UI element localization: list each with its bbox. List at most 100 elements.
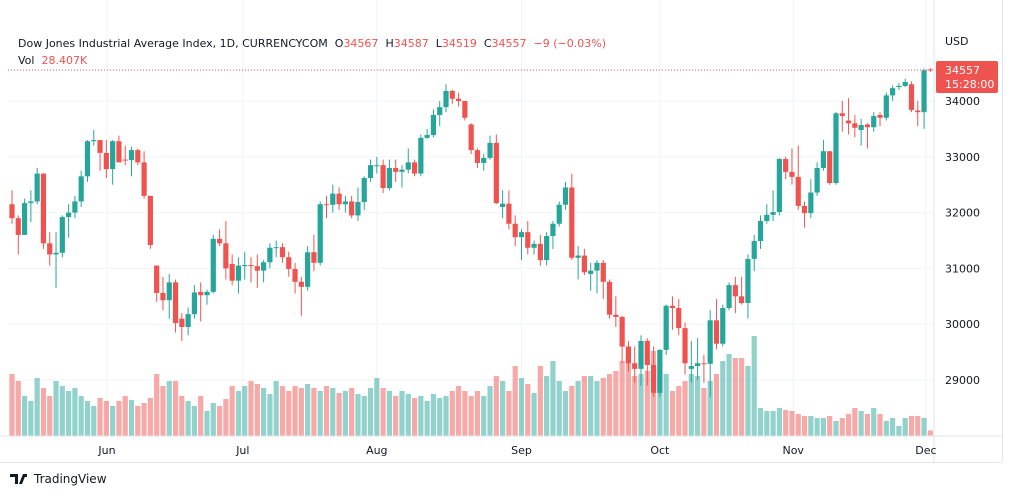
candle [116,135,122,163]
volume-bar [229,386,235,436]
candle [556,201,562,227]
candle [179,313,185,341]
volume-bar [896,426,902,436]
candle-body [808,192,814,214]
symbol-title[interactable]: Dow Jones Industrial Average Index, 1D, … [18,37,328,50]
candle-body [764,214,770,221]
candle [191,285,198,319]
volume-bar [638,374,644,436]
candle [443,84,449,113]
volume-bar [493,376,499,436]
volume-bar [298,388,304,436]
time-tick-label: Jul [235,444,249,457]
candle-body [783,159,789,172]
volume-bar [531,393,537,436]
candle-body [28,201,34,204]
tradingview-logo[interactable]: TradingView [10,472,107,486]
candle [305,246,311,291]
candle-body [210,238,216,292]
volume-bar [537,366,543,436]
candle [147,195,153,249]
candle [927,68,933,73]
candle [78,170,84,208]
candle [254,254,260,288]
candle-body [84,141,91,177]
candle [386,159,392,191]
volume-bar [91,406,97,436]
volume-bar [845,414,852,436]
candle-body [185,314,191,327]
volume-bar [632,376,638,436]
chart-legend: Dow Jones Industrial Average Index, 1D, … [18,35,606,69]
volume-bar [28,401,34,436]
candle-body [902,82,908,86]
candle [279,243,286,263]
candle [342,195,348,213]
candle-body [53,252,59,255]
candle [669,296,676,330]
candle [267,243,273,269]
volume-label[interactable]: Vol [18,54,35,67]
candle-body [279,247,286,258]
volume-bar [751,336,757,436]
volume-bar [191,406,198,436]
volume-bar [405,394,411,436]
candle-body [267,247,273,263]
tradingview-logo-icon [10,474,27,484]
candle-body [713,320,720,344]
volume-bar [40,388,47,436]
volume-bar [198,396,204,436]
candle-body [625,346,632,364]
candle-body [795,176,801,206]
candle [820,140,827,171]
candle-body [430,114,437,136]
brand-name: TradingView [34,472,107,486]
candle [311,234,317,272]
candle [890,85,896,101]
volume-bar [160,386,166,436]
candle-body [443,90,449,108]
candle-body [676,308,682,329]
volume-bar [110,406,116,436]
last-price-value: 34557 [945,64,980,77]
candle [569,173,575,261]
candle-body [116,141,122,163]
volume-bar [411,398,418,436]
volume-bar [9,374,15,436]
time-axis[interactable]: Jun Jul Aug Sep Oct Nov Dec [97,444,936,457]
price-tick-label: 30000 [945,318,980,331]
candle [650,346,657,397]
volume-bar [430,394,437,436]
candle [682,322,688,375]
volume-bar [279,386,286,436]
volume-bar [223,399,229,436]
candle-body [380,165,386,189]
candle-body [751,241,757,259]
candle [355,187,361,221]
volume-bar [669,391,676,436]
volume-bar [374,378,380,436]
candle [896,83,902,90]
candle [449,89,455,104]
candle-body [575,255,581,258]
candle-body [72,201,78,213]
volume-bar [525,384,531,436]
volume-bar [59,386,65,436]
time-tick-label: Sep [511,444,532,457]
volume-bar [814,418,820,436]
candle [732,276,738,314]
candle [481,154,487,171]
low-label: L [435,37,442,50]
candle-body [40,173,47,244]
candle-body [682,328,688,364]
volume-bar [135,406,141,436]
volume-bar [380,388,386,436]
candle-body [776,159,782,213]
volume-value: 28.407K [41,54,88,67]
candle [871,112,877,132]
volume-bar [688,374,694,436]
candle [135,148,141,166]
candle [141,151,147,199]
price-axis[interactable]: 29000 30000 31000 32000 33000 34000 [945,95,980,387]
